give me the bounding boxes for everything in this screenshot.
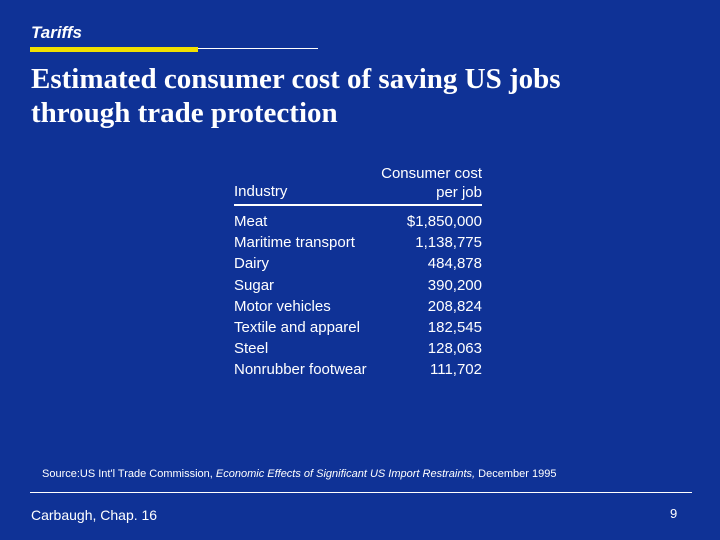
cost-cell: 484,878	[427, 255, 482, 273]
industry-cell: Sugar	[234, 276, 275, 294]
cost-cell: 208,824	[427, 297, 482, 315]
section-label: Tariffs	[31, 23, 83, 42]
industry-cell: Motor vehicles	[234, 297, 331, 315]
cost-cell: 1,138,775	[415, 234, 482, 252]
column-header-cost-line-1: Consumer cost	[381, 165, 482, 182]
table-row: Maritime transport 1,138,775	[234, 232, 482, 253]
column-header-cost: Consumer cost per job	[381, 164, 482, 202]
industry-cell: Steel	[234, 340, 269, 358]
industry-cell: Maritime transport	[234, 234, 355, 252]
accent-rule	[30, 47, 198, 52]
industry-cell: Textile and apparel	[234, 318, 360, 336]
cost-cell: 128,063	[427, 340, 482, 358]
title-line-2: through trade protection	[31, 97, 338, 129]
table-header: Industry Consumer cost per job	[234, 163, 482, 201]
header-divider	[198, 48, 318, 49]
slide-title: Estimated consumer cost of saving US job…	[31, 62, 691, 130]
industry-cell: Meat	[234, 213, 268, 230]
industry-cell: Nonrubber footwear	[234, 361, 367, 379]
source-publication: Economic Effects of Significant US Impor…	[215, 468, 476, 480]
table-body: Meat $1,850,000 Maritime transport 1,138…	[234, 211, 482, 381]
page-number: 9	[670, 506, 678, 521]
cost-cell: 390,200	[427, 276, 482, 294]
title-line-1: Estimated consumer cost of saving US job…	[31, 63, 561, 95]
column-header-cost-line-2: per job	[436, 184, 482, 201]
cost-cell: 111,702	[430, 361, 482, 379]
source-date: December 1995	[475, 468, 557, 480]
table-row: Nonrubber footwear 111,702	[234, 359, 482, 380]
industry-cell: Dairy	[234, 255, 270, 273]
table-row: Sugar 390,200	[234, 275, 482, 296]
table-row: Dairy 484,878	[234, 253, 482, 274]
cost-cell: $1,850,000	[406, 213, 482, 230]
table-row: Meat $1,850,000	[234, 211, 482, 232]
table-header-rule	[234, 204, 482, 206]
column-header-industry: Industry	[234, 183, 288, 200]
cost-cell: 182,545	[427, 318, 482, 336]
cost-table: Industry Consumer cost per job Meat $1,8…	[234, 163, 482, 381]
source-prefix: Source:US Int'l Trade Commission,	[42, 468, 216, 480]
footer-citation: Carbaugh, Chap. 16	[31, 507, 158, 523]
source-citation: Source:US Int'l Trade Commission, Econom…	[42, 468, 556, 480]
footer-rule	[30, 492, 692, 493]
table-row: Steel 128,063	[234, 338, 482, 359]
table-row: Motor vehicles 208,824	[234, 296, 482, 317]
table-row: Textile and apparel 182,545	[234, 317, 482, 338]
